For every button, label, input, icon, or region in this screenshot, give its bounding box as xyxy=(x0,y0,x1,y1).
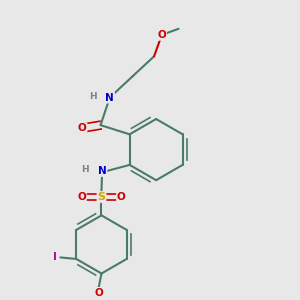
Text: O: O xyxy=(94,288,103,298)
Text: O: O xyxy=(117,192,126,202)
Text: O: O xyxy=(77,192,86,202)
Text: S: S xyxy=(98,192,106,202)
Text: I: I xyxy=(53,252,57,262)
Text: H: H xyxy=(89,92,97,100)
Text: O: O xyxy=(158,30,166,40)
Text: N: N xyxy=(98,166,106,176)
Text: H: H xyxy=(82,165,89,174)
Text: O: O xyxy=(78,123,87,133)
Text: N: N xyxy=(105,93,114,103)
